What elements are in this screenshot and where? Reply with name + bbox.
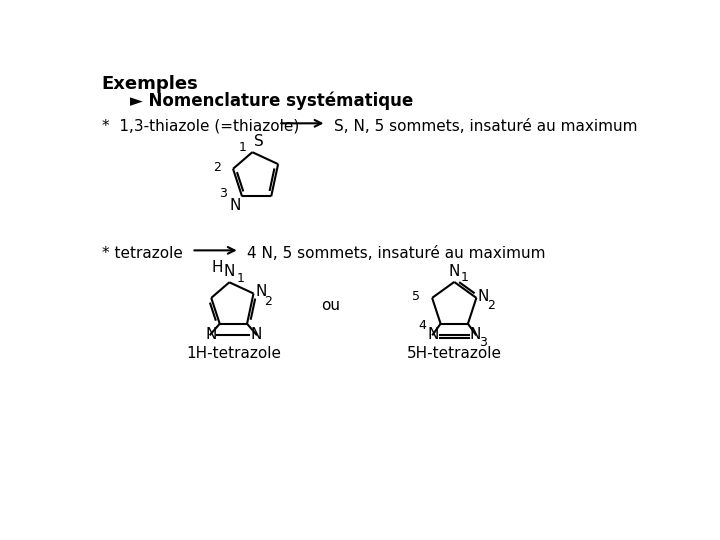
Text: N: N (224, 264, 235, 279)
Text: * tetrazole: * tetrazole (102, 246, 182, 261)
Text: 2: 2 (264, 295, 272, 308)
Text: 2: 2 (213, 161, 220, 174)
Text: 1H-tetrazole: 1H-tetrazole (186, 346, 281, 361)
Text: ou: ou (320, 298, 340, 313)
Text: 4: 4 (419, 319, 427, 332)
Text: ► Nomenclature systématique: ► Nomenclature systématique (130, 92, 413, 110)
Text: N: N (449, 264, 460, 279)
Text: 2: 2 (487, 300, 495, 313)
Text: *  1,3-thiazole (=thiazole): * 1,3-thiazole (=thiazole) (102, 119, 299, 134)
Text: 3: 3 (479, 336, 487, 349)
Text: N: N (255, 285, 266, 300)
Text: 4 N, 5 sommets, insaturé au maximum: 4 N, 5 sommets, insaturé au maximum (248, 246, 546, 261)
Text: S: S (254, 134, 264, 149)
Text: N: N (229, 198, 240, 213)
Text: N: N (478, 289, 490, 304)
Text: N: N (205, 327, 217, 342)
Text: N: N (428, 327, 439, 342)
Text: 1: 1 (237, 272, 245, 285)
Text: S, N, 5 sommets, insaturé au maximum: S, N, 5 sommets, insaturé au maximum (334, 119, 638, 134)
Text: 5H-tetrazole: 5H-tetrazole (407, 346, 502, 361)
Text: N: N (469, 327, 481, 342)
Text: 5: 5 (412, 290, 420, 303)
Text: Exemples: Exemples (102, 75, 199, 93)
Text: 1: 1 (238, 141, 246, 154)
Text: 1: 1 (461, 271, 468, 284)
Text: N: N (250, 327, 261, 342)
Text: H: H (212, 260, 223, 275)
Text: 3: 3 (219, 187, 227, 200)
